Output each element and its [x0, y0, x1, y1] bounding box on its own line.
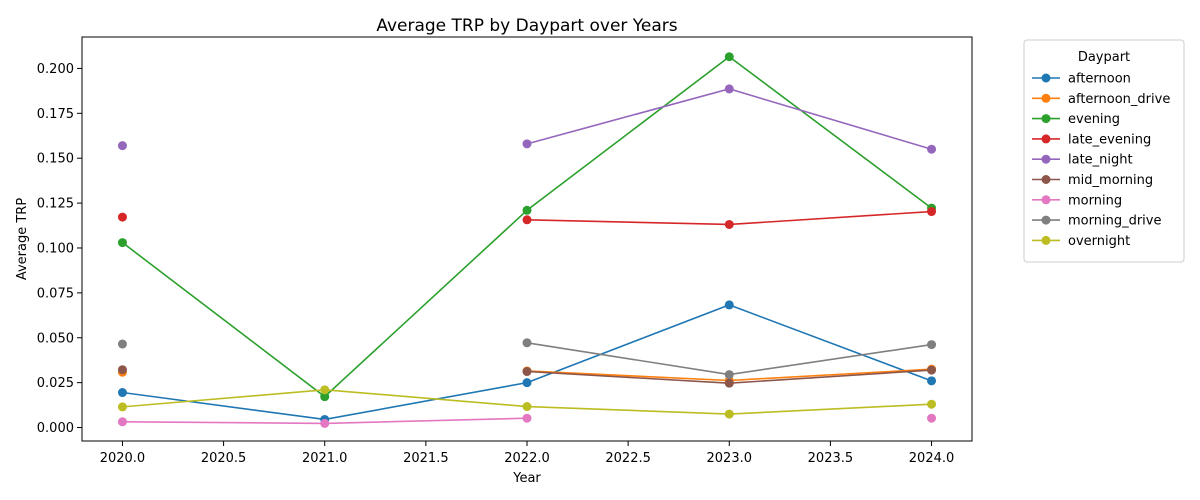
y-tick-label: 0.100	[37, 241, 74, 256]
legend-label: afternoon	[1068, 72, 1131, 87]
y-tick-label: 0.050	[37, 331, 74, 346]
legend-item-morning: morning	[1032, 193, 1122, 208]
legend-item-afternoon: afternoon	[1032, 72, 1131, 87]
y-tick-label: 0.125	[37, 197, 74, 212]
y-tick-label: 0.150	[37, 152, 74, 167]
axes-ticks: 2020.0 2020.5 2021.0 2021.5 2022.0 2022.5 2023…	[37, 62, 955, 466]
data-point-afternoon	[522, 378, 532, 388]
x-tick-label: 2023.0	[707, 451, 753, 466]
data-point-morning_drive	[724, 370, 734, 380]
x-tick-label: 2021.0	[302, 451, 348, 466]
data-point-overnight	[522, 402, 532, 412]
legend-title: Daypart	[1078, 50, 1130, 65]
data-point-mid_morning	[522, 367, 532, 377]
legend-label: evening	[1068, 112, 1120, 127]
legend-item-late_evening: late_evening	[1032, 132, 1151, 147]
data-point-mid_morning	[724, 378, 734, 388]
legend-label: morning_drive	[1068, 214, 1161, 229]
data-point-morning_drive	[927, 340, 937, 350]
data-point-morning	[927, 413, 937, 423]
legend-item-morning_drive: morning_drive	[1032, 214, 1161, 229]
x-axis-label: Year	[512, 471, 541, 486]
chart-title: Average TRP by Daypart over Years	[376, 16, 677, 36]
data-point-morning_drive	[117, 339, 127, 349]
data-point-late_evening	[724, 219, 734, 229]
x-tick-label: 2020.0	[100, 451, 146, 466]
legend-item-afternoon_drive: afternoon_drive	[1032, 92, 1170, 107]
x-tick-label: 2022.5	[605, 451, 651, 466]
data-point-overnight	[724, 409, 734, 419]
data-point-late_evening	[117, 212, 127, 222]
y-tick-label: 0.200	[37, 62, 74, 77]
legend-label: morning	[1068, 193, 1122, 208]
series-late_night	[117, 84, 937, 154]
y-tick-label: 0.175	[37, 107, 74, 122]
series-line-late_night	[526, 88, 932, 150]
legend-frame	[1023, 39, 1185, 263]
legend-swatch-marker	[1041, 73, 1051, 83]
x-tick-label: 2024.0	[909, 451, 955, 466]
legend-swatch-marker	[1041, 215, 1051, 225]
data-point-evening	[724, 52, 734, 62]
x-tick-label: 2022.0	[504, 451, 550, 466]
legend-item-late_night: late_night	[1032, 153, 1133, 168]
legend-swatch-marker	[1041, 175, 1051, 184]
data-point-evening	[320, 392, 330, 402]
data-point-afternoon	[117, 388, 127, 398]
series-overnight	[117, 385, 937, 419]
legend-item-overnight: overnight	[1032, 234, 1130, 249]
legend-item-mid_morning: mid_morning	[1032, 173, 1153, 188]
x-tick-label: 2023.5	[808, 451, 854, 466]
series-mid_morning	[117, 365, 937, 388]
data-point-morning_drive	[522, 338, 532, 348]
series-layer	[117, 52, 937, 428]
data-point-late_evening	[927, 207, 937, 217]
plot-area-frame	[81, 36, 973, 442]
legend-label: overnight	[1068, 234, 1130, 249]
legend-label: afternoon_drive	[1068, 92, 1170, 107]
data-point-late_evening	[522, 215, 532, 225]
data-point-afternoon	[724, 300, 734, 310]
data-point-morning	[522, 413, 532, 423]
x-tick-label: 2021.5	[403, 451, 449, 466]
legend-label: mid_morning	[1068, 173, 1153, 188]
data-point-evening	[522, 205, 532, 215]
legend-swatch-marker	[1041, 114, 1051, 124]
data-point-late_night	[117, 141, 127, 151]
data-point-overnight	[927, 399, 937, 409]
legend-swatch-marker	[1041, 93, 1051, 103]
data-point-morning	[117, 417, 127, 427]
data-point-morning	[320, 418, 330, 428]
y-tick-label: 0.025	[37, 376, 74, 391]
legend-label: late_evening	[1068, 132, 1151, 147]
data-point-evening	[117, 238, 127, 248]
data-point-mid_morning	[927, 365, 937, 375]
legend-swatch-marker	[1041, 235, 1051, 245]
data-point-overnight	[117, 402, 127, 412]
series-morning	[117, 413, 937, 428]
y-tick-label: 0.075	[37, 286, 74, 301]
x-tick-label: 2020.5	[201, 451, 247, 466]
series-morning_drive	[117, 338, 937, 380]
y-axis-label: Average TRP	[15, 198, 30, 280]
legend-swatch-marker	[1041, 195, 1051, 205]
series-evening	[117, 52, 937, 402]
data-point-late_night	[724, 84, 734, 94]
legend-item-evening: evening	[1032, 112, 1120, 127]
legend-swatch-marker	[1041, 134, 1051, 144]
data-point-overnight	[320, 385, 330, 395]
data-point-late_night	[927, 144, 937, 154]
data-point-late_night	[522, 139, 532, 149]
data-point-afternoon	[927, 376, 937, 386]
y-tick-label: 0.000	[37, 421, 74, 436]
legend-label: late_night	[1068, 153, 1133, 168]
series-late_evening	[117, 207, 937, 229]
legend-swatch-marker	[1041, 154, 1051, 164]
data-point-mid_morning	[117, 365, 127, 375]
